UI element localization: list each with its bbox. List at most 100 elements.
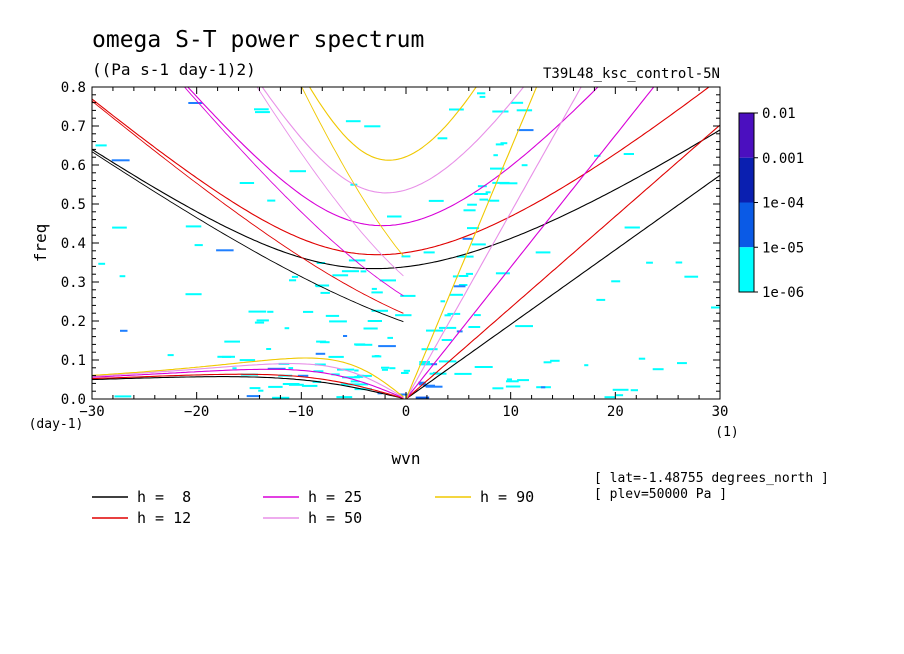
power-cell: [485, 191, 491, 194]
kelvin-curve: [405, 87, 538, 399]
power-cell: [387, 336, 393, 339]
y-tick-label: 0.8: [61, 80, 86, 96]
legend: h = 8 h = 12 h = 25 h = 50 h = 90: [92, 488, 534, 527]
power-cell: [594, 154, 601, 157]
x-tick-label: −10: [289, 404, 314, 420]
info-plev: [ plev=50000 Pa ]: [594, 487, 727, 502]
power-cell: [465, 272, 473, 275]
colorbar-swatch: [739, 247, 754, 292]
power-cell: [677, 362, 687, 365]
power-cell: [492, 110, 509, 113]
power-cell: [423, 251, 435, 254]
power-cell: [474, 366, 493, 368]
x-tick-label: 10: [502, 404, 519, 420]
power-cell: [314, 363, 326, 366]
power-cell: [301, 384, 318, 387]
rossby-curve: [92, 376, 404, 399]
power-cell: [596, 298, 606, 301]
power-cell: [342, 376, 360, 379]
power-cell: [314, 284, 330, 287]
x-tick-label: 20: [607, 404, 624, 420]
power-cell: [521, 164, 528, 167]
power-cell: [444, 314, 451, 317]
y-tick-label: 0.5: [61, 197, 86, 213]
power-cell: [500, 142, 508, 145]
power-cell: [371, 291, 383, 294]
power-cell: [363, 327, 378, 330]
power-cell: [511, 101, 524, 104]
y-tick-label: 0.3: [61, 275, 86, 291]
power-cell: [474, 193, 488, 195]
power-cell: [487, 199, 500, 202]
x-tick-label: −20: [184, 404, 209, 420]
power-cell: [95, 144, 107, 147]
power-cell: [418, 381, 426, 384]
power-cell: [452, 275, 459, 278]
power-cell: [112, 226, 127, 229]
power-cell: [381, 368, 388, 371]
power-cell: [505, 385, 521, 388]
power-cell: [517, 129, 534, 132]
power-cell: [440, 300, 446, 303]
power-cell: [371, 287, 377, 290]
power-cell: [471, 243, 486, 246]
mixed-rossby-gravity-curve: [301, 87, 404, 257]
power-cell: [336, 396, 353, 399]
power-cell: [364, 125, 381, 128]
power-cell: [377, 309, 388, 312]
power-cell: [268, 385, 283, 388]
power-cell: [315, 352, 326, 355]
power-cell: [254, 108, 269, 111]
colorbar-label: 1e-04: [762, 196, 804, 212]
power-cell: [403, 369, 410, 372]
chart-title: omega S-T power spectrum: [92, 27, 424, 53]
power-cell: [288, 367, 294, 370]
power-cell: [479, 198, 488, 201]
power-cell: [419, 361, 430, 363]
power-cell: [354, 369, 359, 372]
power-cell: [479, 95, 486, 98]
power-cell: [399, 393, 411, 396]
legend-label: h = 25: [308, 488, 362, 506]
power-cell: [337, 368, 355, 371]
power-cell: [401, 255, 411, 258]
power-cell: [288, 383, 304, 386]
power-cell: [428, 199, 444, 202]
power-cell: [354, 383, 369, 386]
power-cell: [449, 108, 464, 111]
power-cell: [616, 394, 624, 397]
power-cell: [467, 227, 480, 230]
power-cell: [473, 314, 481, 317]
colorbar-label: 0.01: [762, 106, 796, 122]
power-cell: [348, 259, 366, 262]
inertia-gravity-curve: [261, 87, 525, 194]
power-cell: [506, 378, 512, 381]
kelvin-curve: [405, 174, 720, 399]
mixed-rossby-gravity-curve: [183, 87, 404, 297]
power-cell: [267, 199, 276, 202]
kelvin-curve: [405, 87, 655, 399]
power-cell: [232, 367, 237, 370]
mixed-rossby-gravity-curve: [92, 100, 404, 314]
inertia-gravity-curve: [187, 87, 599, 227]
x-unit-label: (1): [715, 425, 738, 440]
power-cell: [684, 275, 699, 278]
power-cell: [495, 272, 510, 275]
kelvin-curve: [405, 87, 582, 399]
power-cell: [360, 270, 367, 273]
power-cell: [458, 275, 469, 277]
power-cell: [343, 335, 348, 337]
power-cell: [111, 159, 130, 162]
power-cell: [387, 215, 402, 218]
power-cell: [266, 348, 272, 350]
power-cell: [675, 261, 683, 264]
power-cell: [354, 343, 366, 346]
power-cell: [267, 310, 274, 313]
y-tick-label: 0.4: [61, 236, 86, 252]
power-cell: [439, 326, 457, 329]
power-cell: [325, 314, 340, 317]
power-cell: [550, 359, 560, 362]
power-cell: [415, 396, 430, 399]
y-tick-label: 0.0: [61, 392, 86, 408]
